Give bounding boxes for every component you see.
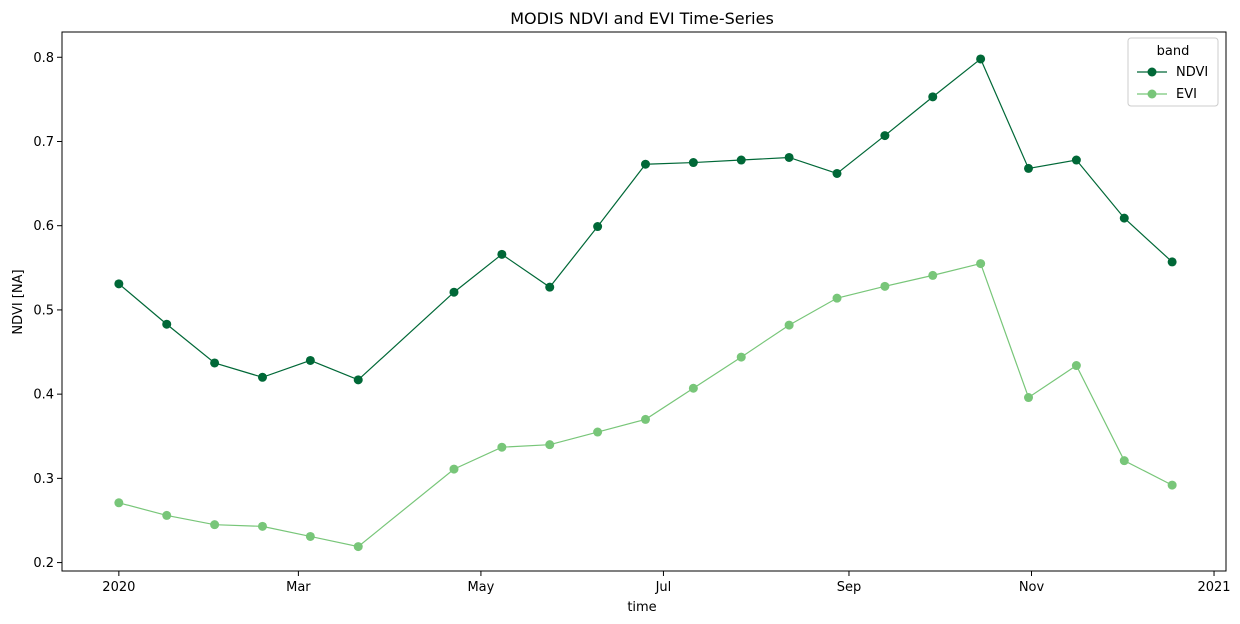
x-tick-label: May [467, 580, 494, 595]
data-point-ndvi [1071, 155, 1081, 165]
data-point-ndvi [880, 131, 890, 141]
data-point-evi [1119, 456, 1129, 466]
data-point-ndvi [449, 287, 459, 297]
data-point-ndvi [162, 319, 172, 329]
data-point-evi [736, 352, 746, 362]
data-point-evi [449, 464, 459, 474]
data-point-evi [832, 293, 842, 303]
data-point-evi [1071, 361, 1081, 371]
legend-marker-evi [1147, 89, 1157, 99]
y-tick-label: 0.5 [33, 303, 54, 318]
data-point-evi [593, 427, 603, 437]
data-point-ndvi [1119, 213, 1129, 223]
data-point-evi [976, 259, 986, 269]
y-axis-label: NDVI [NA] [11, 269, 26, 334]
data-point-ndvi [976, 54, 986, 64]
data-point-ndvi [257, 372, 267, 382]
data-point-evi [257, 521, 267, 531]
data-point-ndvi [593, 222, 603, 232]
data-point-ndvi [305, 355, 315, 365]
chart-title: MODIS NDVI and EVI Time-Series [510, 9, 774, 28]
y-tick-label: 0.7 [33, 135, 54, 150]
data-point-evi [880, 281, 890, 291]
x-axis-label: time [627, 600, 656, 615]
data-point-evi [688, 383, 698, 393]
plot-area [61, 31, 1227, 572]
data-point-evi [353, 542, 363, 552]
y-tick-label: 0.8 [33, 51, 54, 66]
data-point-evi [1167, 480, 1177, 490]
data-point-ndvi [1024, 163, 1034, 173]
series-line-ndvi [118, 57, 1173, 381]
data-point-ndvi [545, 282, 555, 292]
y-tick-label: 0.6 [33, 219, 54, 234]
legend: band NDVI EVI [1127, 37, 1219, 107]
x-tick-label: Jul [655, 580, 672, 595]
data-point-ndvi [1167, 257, 1177, 267]
series-evi [114, 259, 1177, 552]
data-point-evi [928, 270, 938, 280]
series-ndvi [114, 54, 1177, 385]
data-point-evi [305, 531, 315, 541]
x-axis: 2020 Mar May Jul Sep Nov 2021 [102, 571, 1231, 595]
data-point-ndvi [640, 159, 650, 169]
data-point-ndvi [928, 92, 938, 102]
y-tick-label: 0.3 [33, 472, 54, 487]
data-point-ndvi [832, 168, 842, 178]
x-tick-label: Nov [1019, 580, 1045, 595]
y-axis: 0.2 0.3 0.4 0.5 0.6 0.7 0.8 [33, 51, 62, 571]
legend-label-ndvi: NDVI [1176, 65, 1208, 80]
data-point-ndvi [497, 249, 507, 259]
data-point-evi [545, 440, 555, 450]
data-point-ndvi [210, 358, 220, 368]
y-tick-label: 0.2 [33, 556, 54, 571]
data-point-evi [640, 414, 650, 424]
data-point-evi [784, 320, 794, 330]
series-line-evi [118, 262, 1173, 548]
x-tick-label: 2021 [1197, 580, 1230, 595]
y-tick-label: 0.4 [33, 388, 54, 403]
data-point-evi [162, 510, 172, 520]
legend-label-evi: EVI [1176, 87, 1197, 102]
data-point-ndvi [688, 158, 698, 168]
data-point-evi [114, 498, 124, 508]
data-point-evi [210, 520, 220, 530]
x-tick-label: Sep [837, 580, 862, 595]
series-layer [114, 54, 1177, 552]
data-point-ndvi [353, 375, 363, 385]
legend-box [1127, 37, 1219, 107]
data-point-evi [497, 442, 507, 452]
x-tick-label: Mar [286, 580, 311, 595]
data-point-ndvi [114, 279, 124, 289]
data-point-ndvi [736, 155, 746, 165]
legend-marker-ndvi [1147, 67, 1157, 77]
data-point-ndvi [784, 152, 794, 162]
legend-title: band [1157, 44, 1190, 59]
data-point-evi [1024, 393, 1034, 403]
x-tick-label: 2020 [102, 580, 135, 595]
